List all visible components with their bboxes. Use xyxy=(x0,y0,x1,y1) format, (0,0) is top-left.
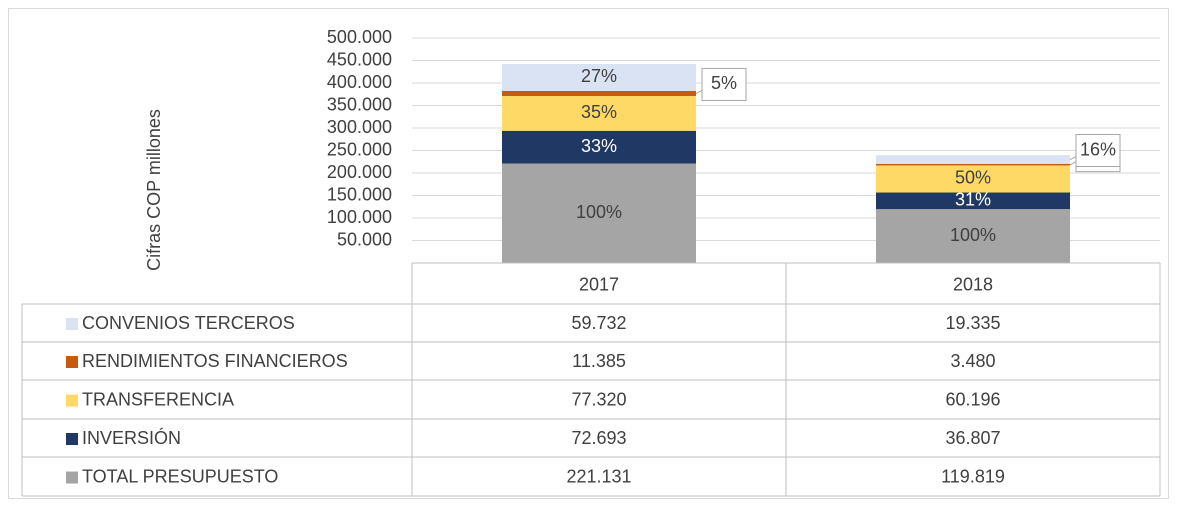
bar-segment xyxy=(502,130,696,164)
y-tick-label: 450.000 xyxy=(327,49,392,69)
bar-segment xyxy=(876,209,1070,263)
callout-leader xyxy=(1069,161,1077,166)
y-tick-label: 300.000 xyxy=(327,117,392,137)
callout-leader xyxy=(1069,156,1077,160)
data-label: 31% xyxy=(955,190,991,210)
legend-swatch xyxy=(66,471,78,484)
legend-label: TOTAL PRESUPUESTO xyxy=(82,466,278,486)
table-value: 72.693 xyxy=(571,428,626,448)
bar-segment xyxy=(876,155,1070,164)
bar-segment xyxy=(502,163,696,263)
data-label: 35% xyxy=(581,102,617,122)
bar-segment xyxy=(502,90,696,96)
x-tick-label: 2017 xyxy=(579,274,619,294)
legend-swatch xyxy=(66,356,78,368)
legend-swatch xyxy=(66,318,78,330)
data-label: 16% xyxy=(1080,139,1116,159)
data-label: 100% xyxy=(576,202,622,222)
data-label: 33% xyxy=(581,136,617,156)
y-tick-label: 50.000 xyxy=(337,229,392,249)
callout-box xyxy=(1075,134,1121,168)
data-label: 50% xyxy=(955,168,991,188)
table-value: 3.480 xyxy=(950,351,995,371)
legend-label: TRANSFERENCIA xyxy=(82,389,234,409)
table-value: 77.320 xyxy=(571,389,626,409)
data-label: 5% xyxy=(711,73,737,93)
legend-label: RENDIMIENTOS FINANCIEROS xyxy=(82,351,348,371)
legend-swatch xyxy=(66,433,78,445)
table-value: 221.131 xyxy=(566,466,631,486)
legend-swatch xyxy=(66,394,78,407)
data-label: 27% xyxy=(581,66,617,86)
legend-label: CONVENIOS TERCEROS xyxy=(82,313,295,333)
table-value: 36.807 xyxy=(945,428,1000,448)
bar-segment xyxy=(502,63,696,91)
y-tick-label: 200.000 xyxy=(327,162,392,182)
y-tick-label: 350.000 xyxy=(327,94,392,114)
y-tick-label: 400.000 xyxy=(327,72,392,92)
x-tick-label: 2018 xyxy=(953,274,993,294)
table-value: 119.819 xyxy=(941,466,1005,486)
bar-segment xyxy=(876,163,1070,166)
callout-leader xyxy=(695,89,703,94)
callout-box xyxy=(701,67,747,101)
table-value: 11.385 xyxy=(572,351,626,371)
bar-segment xyxy=(876,165,1070,193)
table-value: 19.335 xyxy=(945,313,1000,333)
y-tick-label: 150.000 xyxy=(327,184,392,204)
bar-segment xyxy=(876,192,1070,210)
legend-label: INVERSIÓN xyxy=(82,427,181,448)
y-axis-label: Cifras COP millones xyxy=(144,109,164,271)
table-value: 59.732 xyxy=(571,313,626,333)
data-label: 100% xyxy=(950,225,996,245)
y-tick-label: 100.000 xyxy=(327,207,392,227)
y-tick-label: 250.000 xyxy=(327,139,392,159)
table-value: 60.196 xyxy=(945,389,1000,409)
y-tick-label: 500.000 xyxy=(327,27,392,47)
frame xyxy=(8,8,1169,499)
bar-segment xyxy=(502,95,696,131)
